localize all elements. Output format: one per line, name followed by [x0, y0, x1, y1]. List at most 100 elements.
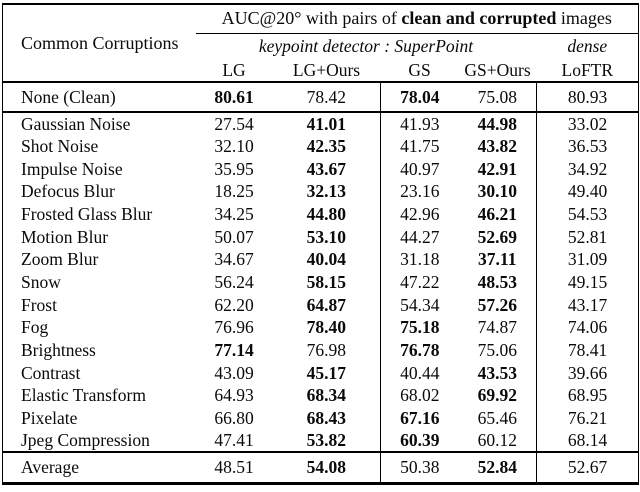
value-cell: 45.17: [306, 362, 346, 383]
corruptions-section: Gaussian Noise 27.54 41.01 41.93 44.98 33.02 S…: [2, 112, 639, 453]
value-cell: 43.82: [477, 135, 517, 156]
value-cell: 43.17: [535, 293, 639, 317]
value-cell: 48.53: [477, 271, 517, 292]
value-cell: 44.98: [477, 113, 517, 134]
table-row: Impulse Noise 35.95 43.67 40.97 42.91 34.92: [3, 157, 639, 181]
value-cell: 33.02: [535, 112, 639, 135]
value-cell: 54.08: [306, 457, 346, 478]
value-cell: 58.15: [306, 271, 346, 292]
table-row: Snow 56.24 58.15 47.22 48.53 49.15: [3, 270, 639, 294]
value-cell: 64.93: [214, 385, 254, 406]
detector-group-header: keypoint detector : SuperPoint: [258, 36, 474, 57]
title-bold: clean and corrupted: [401, 8, 557, 29]
corruption-label: Impulse Noise: [21, 158, 123, 179]
table-row: Fog 76.96 78.40 75.18 74.87 74.06: [3, 316, 639, 339]
table-row: Brightness 77.14 76.98 76.78 75.06 78.41: [3, 338, 639, 362]
corruption-label: Fog: [21, 317, 49, 338]
corruption-label: Brightness: [21, 340, 96, 361]
value-cell: 36.53: [535, 134, 639, 158]
column-header-lg: LG: [222, 59, 246, 80]
table-row: Motion Blur 50.07 53.10 44.27 52.69 52.81: [3, 225, 639, 249]
value-cell: 69.92: [477, 385, 517, 406]
table-header: Common Corruptions AUC@20° with pairs of…: [2, 4, 639, 82]
value-cell: 41.01: [306, 113, 346, 134]
value-cell: 49.15: [535, 270, 639, 294]
value-cell: 48.51: [214, 457, 254, 478]
value-cell: 52.84: [477, 457, 517, 478]
value-cell: 43.67: [306, 158, 346, 179]
value-cell: 76.21: [535, 406, 639, 430]
corruption-label: Contrast: [21, 362, 81, 383]
value-cell: 39.66: [535, 361, 639, 385]
corruption-label: Pixelate: [21, 408, 78, 429]
column-header-lg-ours: LG+Ours: [292, 59, 361, 80]
value-cell: 43.09: [214, 362, 254, 383]
value-cell: 53.10: [306, 226, 346, 247]
table-row: Jpeg Compression 47.41 53.82 60.39 60.12 68.1…: [3, 429, 639, 453]
value-cell: 80.61: [214, 86, 254, 107]
value-cell: 42.91: [477, 158, 517, 179]
value-cell: 76.78: [380, 338, 459, 362]
clean-section: None (Clean) 80.61 78.42 78.04 75.08 80.93: [2, 82, 639, 112]
value-cell: 42.96: [380, 202, 459, 226]
value-cell: 44.80: [306, 203, 346, 224]
value-cell: 64.87: [306, 294, 346, 315]
value-cell: 50.38: [380, 452, 459, 484]
title-row: Common Corruptions AUC@20° with pairs of…: [3, 4, 639, 52]
title-suffix: images: [556, 8, 612, 29]
corruption-label: Defocus Blur: [21, 181, 115, 202]
value-cell: 78.04: [380, 82, 459, 112]
value-cell: 78.42: [306, 86, 346, 107]
value-cell: 62.20: [214, 294, 254, 315]
value-cell: 78.40: [306, 317, 346, 338]
value-cell: 66.80: [214, 408, 254, 429]
table-row: Elastic Transform 64.93 68.34 68.02 69.92 68.…: [3, 384, 639, 407]
value-cell: 80.93: [535, 82, 639, 112]
value-cell: 76.98: [306, 340, 346, 361]
table-row: Frost 62.20 64.87 54.34 57.26 43.17: [3, 293, 639, 317]
value-cell: 65.46: [477, 408, 517, 429]
value-cell: 76.96: [214, 317, 254, 338]
value-cell: 40.44: [380, 361, 459, 385]
value-cell: 41.75: [380, 134, 459, 158]
corruption-label: Frosted Glass Blur: [21, 203, 153, 224]
value-cell: 68.02: [380, 384, 459, 407]
value-cell: 77.14: [214, 340, 254, 361]
table-row: Frosted Glass Blur 34.25 44.80 42.96 46.21 54…: [3, 202, 639, 226]
value-cell: 43.53: [477, 362, 517, 383]
value-cell: 56.24: [214, 271, 254, 292]
column-header-gs-ours: GS+Ours: [464, 59, 531, 80]
table-row: Gaussian Noise 27.54 41.01 41.93 44.98 33.02: [3, 112, 639, 135]
value-cell: 27.54: [214, 113, 254, 134]
table-row: Defocus Blur 18.25 32.13 23.16 30.10 49.40: [3, 180, 639, 203]
value-cell: 41.93: [380, 112, 459, 135]
table-row: Shot Noise 32.10 42.35 41.75 43.82 36.53: [3, 134, 639, 158]
value-cell: 31.09: [535, 248, 639, 271]
value-cell: 47.41: [214, 430, 254, 451]
table-row: Average 48.51 54.08 50.38 52.84 52.67: [3, 452, 639, 484]
corruption-label: Frost: [21, 294, 57, 315]
value-cell: 32.13: [306, 181, 346, 202]
table-row: Zoom Blur 34.67 40.04 31.18 37.11 31.09: [3, 248, 639, 271]
value-cell: 75.08: [477, 86, 517, 107]
title-prefix: AUC@20° with pairs of: [221, 8, 402, 29]
value-cell: 78.41: [535, 338, 639, 362]
value-cell: 74.06: [535, 316, 639, 339]
value-cell: 68.34: [306, 385, 346, 406]
average-section: Average 48.51 54.08 50.38 52.84 52.67: [3, 452, 639, 484]
corner-header-label: Common Corruptions: [21, 32, 179, 53]
table-row: Pixelate 66.80 68.43 67.16 65.46 76.21: [3, 406, 639, 430]
corruption-label: Jpeg Compression: [21, 430, 150, 451]
table-row: Contrast 43.09 45.17 40.44 43.53 39.66: [3, 361, 639, 385]
value-cell: 57.26: [477, 294, 517, 315]
value-cell: 52.69: [477, 226, 517, 247]
corruption-label: None (Clean): [21, 86, 116, 107]
value-cell: 50.07: [214, 226, 254, 247]
value-cell: 34.92: [535, 157, 639, 181]
value-cell: 52.81: [535, 225, 639, 249]
value-cell: 74.87: [477, 317, 517, 338]
corruption-label: Elastic Transform: [21, 385, 146, 406]
value-cell: 34.67: [214, 249, 254, 270]
value-cell: 53.82: [306, 430, 346, 451]
value-cell: 30.10: [477, 181, 517, 202]
